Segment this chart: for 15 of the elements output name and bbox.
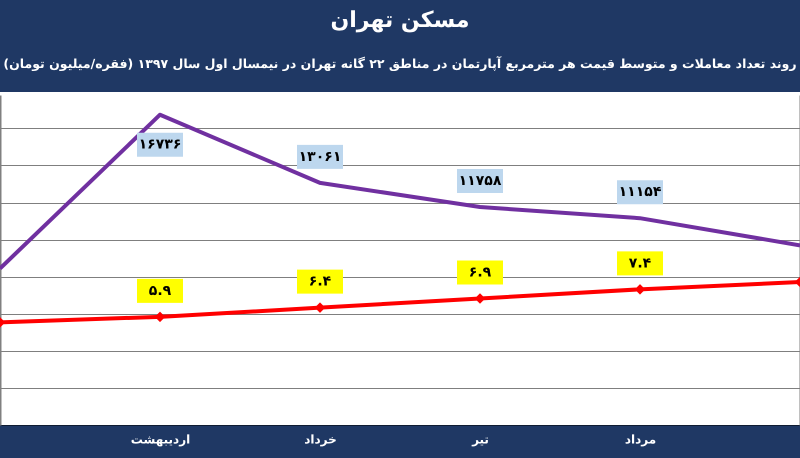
chart-subtitle: روند تعداد معاملات و متوسط قیمت هر مترمربع آپارتمان در مناطق ۲۲ گانه تهران در نیمسال اول سال ۱۳۹۷ (فقره/میلیون تومان)	[2, 55, 798, 71]
data-label: ۷.۴	[628, 255, 652, 272]
x-tick-label: مرداد	[624, 432, 656, 446]
data-label: ۱۱۷۵۸	[458, 173, 502, 190]
data-label: ۶.۹	[468, 264, 492, 280]
x-tick-label: تیر	[471, 432, 489, 446]
data-label: ۵.۹	[148, 282, 172, 299]
chart-title: مسکن تهران	[329, 7, 471, 35]
data-label: ۱۶۷۳۶	[138, 136, 182, 153]
data-label: ۶.۴	[308, 274, 332, 290]
x-tick-label: اردیبهشت	[130, 432, 190, 446]
data-label: ۱۳۰۶۱	[298, 148, 342, 165]
x-tick-label: خرداد	[304, 432, 337, 446]
data-label: ۱۱۱۵۴	[618, 184, 662, 200]
point	[474, 293, 486, 304]
